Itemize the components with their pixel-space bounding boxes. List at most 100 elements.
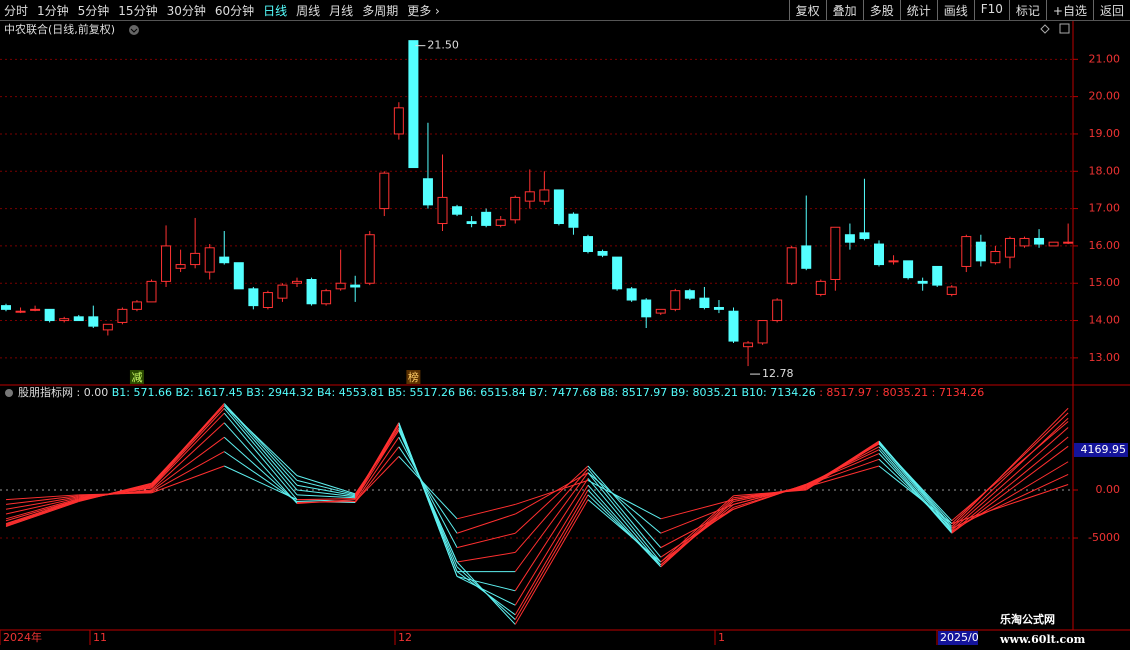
legend-name: B6 (458, 386, 473, 399)
candle-body (1048, 241, 1059, 247)
candle-body (975, 241, 986, 262)
y-tick-label: 17.00 (1089, 202, 1121, 215)
caret: › (431, 4, 440, 18)
candle-body (59, 318, 70, 322)
tool-button[interactable]: 复权 (788, 0, 826, 20)
tool-button[interactable]: 统计 (899, 0, 937, 20)
indicator-segment (951, 484, 1069, 525)
tool-button[interactable]: 叠加 (825, 0, 863, 20)
candle-body (743, 342, 754, 348)
tool-button[interactable]: +自选 (1045, 0, 1093, 20)
y-tick-label: 21.00 (1089, 52, 1121, 65)
period-tab[interactable]: 日线 (263, 4, 288, 18)
indicator-segment (5, 498, 79, 520)
indicator-segment (514, 489, 589, 616)
indicator-segment (151, 436, 225, 492)
legend-value: 7477.68 (551, 386, 597, 399)
candle-body (844, 234, 855, 243)
separator: : (190, 386, 197, 399)
candle-body (1, 305, 11, 310)
legend-name: B4 (317, 386, 332, 399)
indicator-segment (456, 532, 516, 549)
candle-body (757, 320, 768, 344)
indicator-segment (5, 501, 79, 527)
y-tick-label: 18.00 (1089, 164, 1121, 177)
candle-body (801, 245, 812, 269)
period-tab[interactable]: 30分钟 (166, 4, 206, 18)
indicator-segment (587, 468, 662, 558)
indicator-segment (223, 405, 298, 491)
candle-body (932, 265, 943, 286)
legend-value: 1617.45 (197, 386, 243, 399)
period-tab[interactable]: 60分钟 (214, 4, 255, 18)
window-icon[interactable] (1059, 23, 1070, 34)
candle-body (612, 256, 623, 290)
tool-button[interactable]: 标记 (1008, 0, 1046, 20)
indicator-segment (587, 472, 662, 563)
candle-body (1063, 241, 1074, 244)
signal-badge (406, 370, 421, 384)
price-annotation: 21.50 (427, 39, 459, 52)
legend-value: 7134.26 (770, 386, 816, 399)
separator: : (261, 386, 268, 399)
candle-body (888, 260, 899, 263)
separator: : (473, 386, 480, 399)
tool-button[interactable]: 画线 (936, 0, 974, 20)
indicator-segment (515, 479, 589, 505)
title-dropdown[interactable] (129, 25, 139, 35)
watermark-url: www.60lt.com (999, 633, 1086, 646)
y-tick-label: 14.00 (1089, 314, 1121, 327)
candle-body (626, 288, 637, 301)
candle-body (292, 280, 302, 284)
indicator-segment (587, 494, 662, 566)
indicator-segment (805, 441, 880, 490)
candle-body (510, 196, 521, 221)
candle-body (277, 284, 288, 299)
indicator-segment (951, 461, 1069, 532)
period-tab[interactable]: 15分钟 (118, 4, 158, 18)
indicator-segment (878, 449, 953, 534)
indicator-segment (151, 422, 225, 491)
candle-body (102, 323, 113, 331)
indicator-segment (878, 443, 953, 531)
indicator-segment (805, 440, 880, 489)
indicator-legend: 股朋指标网 : 0.00 B1: 571.66 B2: 1617.45 B3: … (18, 385, 984, 399)
diamond-icon[interactable] (1040, 24, 1050, 34)
legend-value-red: 8035.21 (883, 386, 929, 399)
indicator-segment (354, 436, 400, 502)
candle-body (830, 226, 841, 281)
candle-body (15, 310, 26, 313)
period-tab[interactable]: 周线 (296, 4, 321, 18)
period-tab[interactable]: 分时 (4, 4, 29, 18)
candle-body (379, 172, 390, 210)
indicator-segment (951, 421, 1069, 522)
indicator-segment (514, 472, 589, 572)
period-tab[interactable]: 月线 (329, 4, 354, 18)
period-tab[interactable]: 1分钟 (37, 4, 69, 18)
indicator-segment (151, 451, 225, 493)
candle-body (131, 301, 142, 310)
candle-body (175, 264, 186, 269)
period-tab[interactable]: 5分钟 (77, 4, 110, 18)
tool-button[interactable]: F10 (973, 0, 1009, 20)
indicator-segment (151, 412, 225, 489)
indicator-segment (354, 430, 400, 495)
indicator-segment (223, 405, 298, 476)
candle-body (699, 297, 710, 308)
indicator-segment (951, 407, 1069, 527)
candle-body (161, 245, 172, 282)
indicator-segment (223, 412, 298, 500)
period-tab[interactable]: 更多 › (407, 4, 440, 18)
period-tab[interactable]: 多周期 (362, 4, 399, 18)
candle-body (481, 211, 492, 226)
tool-button[interactable]: 多股 (862, 0, 900, 20)
candle-body (306, 279, 317, 305)
candle-body (452, 206, 463, 215)
indicator-segment (587, 472, 662, 534)
indicator-segment (951, 445, 1069, 534)
indicator-segment (660, 497, 734, 566)
legend-name: B2 (175, 386, 190, 399)
tool-button[interactable]: 返回 (1092, 0, 1130, 20)
indicator-segment (805, 442, 880, 491)
